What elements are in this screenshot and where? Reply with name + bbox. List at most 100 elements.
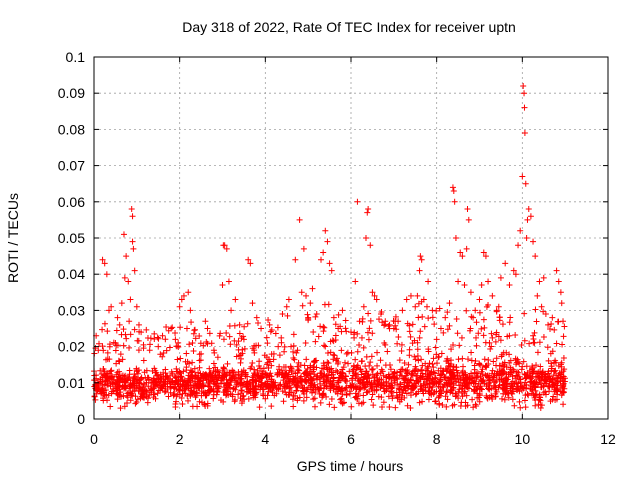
baseline-point: [279, 388, 286, 395]
baseline-point: [470, 386, 477, 393]
baseline-point: [338, 328, 345, 335]
baseline-point: [290, 331, 297, 338]
baseline-point: [513, 386, 520, 393]
baseline-point: [369, 391, 376, 398]
data-point: [159, 332, 166, 339]
baseline-point: [502, 375, 509, 382]
baseline-point: [296, 367, 303, 374]
data-point: [524, 216, 531, 223]
baseline-point: [274, 324, 281, 331]
baseline-point: [365, 372, 372, 379]
data-point: [202, 318, 209, 325]
baseline-point: [203, 391, 210, 398]
data-point: [112, 339, 119, 346]
baseline-point: [345, 360, 352, 367]
baseline-point: [229, 393, 236, 400]
baseline-point: [401, 360, 408, 367]
baseline-point: [551, 326, 558, 333]
baseline-point: [311, 403, 318, 410]
baseline-point: [482, 372, 489, 379]
baseline-point: [530, 339, 537, 346]
baseline-point: [493, 388, 500, 395]
baseline-point: [154, 334, 161, 341]
baseline-point: [113, 327, 120, 334]
baseline-point: [223, 330, 230, 337]
baseline-point: [535, 401, 542, 408]
baseline-point: [117, 351, 124, 358]
baseline-point: [189, 374, 196, 381]
data-point: [451, 198, 458, 205]
baseline-point: [389, 392, 396, 399]
baseline-point: [380, 399, 387, 406]
baseline-point: [210, 360, 217, 367]
baseline-point: [360, 344, 367, 351]
baseline-point: [450, 384, 457, 391]
baseline-point: [466, 376, 473, 383]
baseline-point: [137, 375, 144, 382]
baseline-point: [379, 368, 386, 375]
baseline-point: [140, 345, 147, 352]
baseline-point: [538, 402, 545, 409]
baseline-point: [472, 357, 479, 364]
baseline-point: [323, 393, 330, 400]
baseline-point: [150, 377, 157, 384]
data-point: [125, 278, 132, 285]
baseline-point: [100, 365, 107, 372]
baseline-point: [321, 301, 328, 308]
baseline-point: [419, 398, 426, 405]
baseline-point: [538, 384, 545, 391]
baseline-point: [438, 371, 445, 378]
baseline-point: [435, 367, 442, 374]
baseline-point: [117, 389, 124, 396]
baseline-point: [446, 322, 453, 329]
baseline-point: [370, 366, 377, 373]
y-tick-label: 0.09: [58, 85, 85, 101]
baseline-point: [358, 371, 365, 378]
baseline-point: [550, 393, 557, 400]
baseline-point: [189, 359, 196, 366]
baseline-point: [328, 371, 335, 378]
baseline-point: [227, 341, 234, 348]
baseline-point: [263, 334, 270, 341]
baseline-point: [304, 365, 311, 372]
baseline-point: [196, 357, 203, 364]
baseline-point: [104, 349, 111, 356]
data-point: [101, 260, 108, 267]
baseline-point: [122, 331, 129, 338]
baseline-point: [353, 365, 360, 372]
baseline-point: [262, 395, 269, 402]
baseline-point: [392, 313, 399, 320]
baseline-point: [317, 323, 324, 330]
y-tick-label: 0.08: [58, 121, 85, 137]
baseline-point: [146, 391, 153, 398]
baseline-point: [475, 330, 482, 337]
data-point: [390, 325, 397, 332]
baseline-point: [435, 394, 442, 401]
data-point: [470, 314, 477, 321]
baseline-point: [197, 374, 204, 381]
baseline-point: [112, 380, 119, 387]
baseline-point: [443, 368, 450, 375]
data-point: [168, 325, 175, 332]
baseline-point: [166, 344, 173, 351]
baseline-point: [180, 378, 187, 385]
baseline-point: [259, 390, 266, 397]
baseline-point: [392, 322, 399, 329]
baseline-point: [541, 371, 548, 378]
baseline-point: [135, 379, 142, 386]
baseline-point: [349, 375, 356, 382]
baseline-point: [153, 381, 160, 388]
data-point: [437, 325, 444, 332]
baseline-point: [328, 396, 335, 403]
data-point: [417, 253, 424, 260]
baseline-point: [429, 314, 436, 321]
baseline-point: [479, 366, 486, 373]
baseline-point: [443, 388, 450, 395]
baseline-point: [369, 384, 376, 391]
baseline-point: [342, 359, 349, 366]
baseline-point: [183, 350, 190, 357]
data-point: [245, 256, 252, 263]
baseline-point: [474, 370, 481, 377]
baseline-point: [476, 361, 483, 368]
baseline-point: [546, 383, 553, 390]
